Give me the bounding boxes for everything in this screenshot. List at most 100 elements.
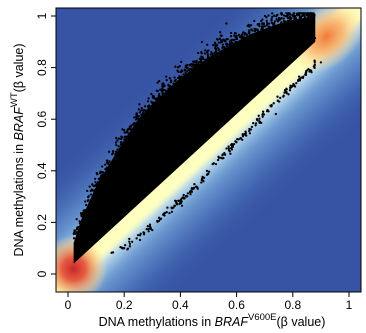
data-point: [240, 36, 243, 40]
data-point: [230, 41, 233, 44]
data-point: [129, 128, 132, 131]
data-point: [227, 149, 231, 152]
data-point: [218, 37, 222, 40]
data-point: [133, 116, 136, 119]
data-point: [174, 78, 177, 82]
data-point: [138, 103, 141, 106]
data-point: [305, 14, 308, 17]
data-point: [196, 142, 199, 145]
x-axis-label: DNA methylations in BRAFV600E(β value): [99, 312, 326, 329]
data-point: [190, 187, 193, 190]
data-point: [126, 205, 129, 208]
data-point: [262, 80, 264, 83]
data-point: [173, 76, 176, 79]
data-point: [261, 112, 265, 115]
data-point: [201, 135, 204, 138]
data-point: [272, 102, 275, 105]
data-point: [161, 92, 164, 95]
plot-border: [55, 7, 362, 293]
data-point: [219, 118, 222, 121]
data-point: [104, 224, 107, 226]
data-point: [138, 191, 141, 194]
data-point: [108, 160, 111, 163]
data-point: [136, 233, 140, 237]
data-point: [123, 131, 126, 134]
x-axis-label-gene: BRAF: [215, 315, 250, 329]
data-point: [216, 124, 219, 127]
data-point: [151, 228, 154, 232]
data-point: [230, 111, 233, 113]
data-point: [111, 151, 115, 155]
data-point: [203, 52, 207, 55]
data-point: [207, 170, 211, 173]
data-point: [314, 37, 317, 40]
data-point: [140, 109, 143, 112]
x-tick-label: 0.4: [172, 298, 189, 312]
data-point: [265, 24, 269, 27]
data-point: [150, 92, 153, 96]
data-point: [191, 144, 194, 147]
data-point: [234, 32, 237, 35]
upper-point-cloud: [72, 12, 317, 264]
data-point: [143, 105, 147, 108]
data-point: [295, 52, 298, 55]
data-point: [176, 66, 180, 69]
data-point: [307, 43, 310, 46]
data-point: [216, 158, 220, 162]
data-point: [155, 180, 158, 183]
data-point: [261, 22, 264, 25]
data-point: [168, 211, 171, 215]
data-point: [206, 43, 209, 46]
data-point: [180, 60, 183, 64]
data-point: [223, 152, 226, 155]
data-point: [186, 195, 189, 198]
x-axis-label-prefix: DNA methylations in: [99, 315, 215, 329]
data-point: [79, 250, 82, 253]
data-point: [258, 24, 261, 28]
data-point: [140, 113, 143, 116]
data-point: [165, 75, 168, 78]
data-point: [267, 22, 271, 25]
data-point: [266, 108, 269, 112]
data-point: [78, 222, 82, 225]
data-point: [247, 99, 250, 102]
data-point: [230, 39, 233, 42]
data-point: [286, 14, 289, 17]
data-point: [198, 57, 202, 60]
data-point: [115, 136, 118, 140]
data-point: [110, 251, 113, 254]
data-point: [206, 53, 209, 56]
data-point: [229, 143, 233, 147]
data-point: [214, 51, 217, 54]
data-point: [194, 63, 197, 66]
data-point: [131, 240, 134, 243]
data-point: [280, 12, 283, 15]
density-band: [56, 8, 361, 292]
data-point: [200, 137, 203, 140]
data-point: [178, 65, 181, 68]
data-point: [94, 180, 97, 184]
data-point: [276, 95, 279, 98]
data-point: [72, 237, 76, 240]
data-point: [116, 139, 119, 142]
data-point: [236, 101, 239, 104]
data-point: [174, 65, 177, 68]
data-point: [156, 89, 160, 93]
data-point: [117, 145, 120, 148]
data-point: [223, 47, 226, 50]
data-point: [93, 184, 96, 188]
data-point: [116, 215, 119, 218]
data-point: [203, 138, 206, 141]
data-point: [144, 193, 147, 196]
data-point: [75, 217, 78, 221]
y-axis-label-suffix: (β value): [12, 43, 26, 92]
data-point: [161, 84, 164, 88]
data-point: [219, 34, 223, 37]
data-point: [173, 204, 176, 207]
data-point: [132, 122, 136, 125]
data-point: [299, 16, 303, 19]
data-point: [73, 229, 76, 232]
data-point: [229, 108, 232, 111]
data-point: [258, 117, 261, 120]
data-point: [219, 31, 222, 34]
